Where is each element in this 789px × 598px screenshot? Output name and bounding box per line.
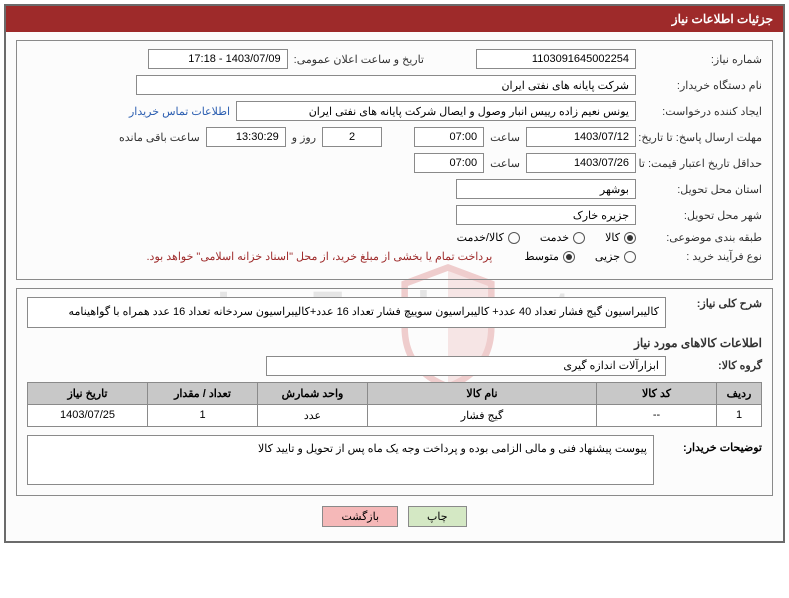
radio-medium[interactable]: [563, 251, 575, 263]
days-word: روز و: [292, 131, 316, 144]
validity-time-field: 07:00: [414, 153, 484, 173]
th-code: کد کالا: [597, 382, 717, 404]
td-code: --: [597, 404, 717, 426]
th-unit: واحد شمارش: [258, 382, 368, 404]
requester-label: ایجاد کننده درخواست:: [642, 105, 762, 118]
td-unit: عدد: [258, 404, 368, 426]
th-qty: تعداد / مقدار: [148, 382, 258, 404]
td-qty: 1: [148, 404, 258, 426]
radio-partial[interactable]: [624, 251, 636, 263]
category-label: طبقه بندی موضوعی:: [642, 231, 762, 244]
buyer-org-field: شرکت پایانه های نفتی ایران: [136, 75, 636, 95]
category-radio-group: کالا خدمت کالا/خدمت: [457, 231, 636, 244]
requester-field: یونس نعیم زاده رییس انبار وصول و ایصال ش…: [236, 101, 636, 121]
deadline-label: مهلت ارسال پاسخ: تا تاریخ:: [642, 131, 762, 144]
buyer-org-label: نام دستگاه خریدار:: [642, 79, 762, 92]
table-row: 1 -- گیج فشار عدد 1 1403/07/25: [28, 404, 762, 426]
button-row: چاپ بازگشت: [16, 506, 773, 527]
announce-label: تاریخ و ساعت اعلان عمومی:: [294, 53, 424, 66]
radio-both-label: کالا/خدمت: [457, 231, 504, 244]
goods-table: ردیف کد کالا نام کالا واحد شمارش تعداد /…: [27, 382, 762, 427]
announce-field: 1403/07/09 - 17:18: [148, 49, 288, 69]
td-row: 1: [717, 404, 762, 426]
radio-medium-label: متوسط: [524, 250, 559, 263]
radio-goods-label: کالا: [605, 231, 620, 244]
buyer-contact-link[interactable]: اطلاعات تماس خریدار: [129, 105, 230, 118]
province-label: استان محل تحویل:: [642, 183, 762, 196]
radio-goods[interactable]: [624, 232, 636, 244]
group-label: گروه کالا:: [672, 359, 762, 372]
remaining-word: ساعت باقی مانده: [119, 131, 200, 144]
time-label-1: ساعت: [490, 131, 520, 144]
deadline-time-field: 07:00: [414, 127, 484, 147]
process-radio-group: جزیی متوسط: [524, 250, 636, 263]
countdown-field: 13:30:29: [206, 127, 286, 147]
summary-text: کالیبراسیون گیج فشار تعداد 40 عدد+ کالیب…: [27, 297, 666, 328]
td-date: 1403/07/25: [28, 404, 148, 426]
province-field: بوشهر: [456, 179, 636, 199]
radio-service-label: خدمت: [540, 231, 569, 244]
city-label: شهر محل تحویل:: [642, 209, 762, 222]
print-button[interactable]: چاپ: [408, 506, 467, 527]
th-name: نام کالا: [368, 382, 597, 404]
need-no-field: 1103091645002254: [476, 49, 636, 69]
details-panel: جزئیات اطلاعات نیاز IranTender.net شماره…: [4, 4, 785, 543]
th-date: تاریخ نیاز: [28, 382, 148, 404]
buyer-note-label: توضیحات خریدار:: [662, 435, 762, 485]
city-field: جزیره خارک: [456, 205, 636, 225]
payment-note: پرداخت تمام یا بخشی از مبلغ خرید، از محل…: [147, 250, 493, 263]
validity-date-field: 1403/07/26: [526, 153, 636, 173]
process-label: نوع فرآیند خرید :: [642, 250, 762, 263]
time-label-2: ساعت: [490, 157, 520, 170]
buyer-note-text: پیوست پیشنهاد فنی و مالی الزامی بوده و پ…: [27, 435, 654, 485]
deadline-date-field: 1403/07/12: [526, 127, 636, 147]
validity-label: حداقل تاریخ اعتبار قیمت: تا تاریخ:: [642, 157, 762, 170]
radio-service[interactable]: [573, 232, 585, 244]
details-box: شرح کلی نیاز: کالیبراسیون گیج فشار تعداد…: [16, 288, 773, 496]
group-field: ابزارآلات اندازه گیری: [266, 356, 666, 376]
panel-title: جزئیات اطلاعات نیاز: [6, 6, 783, 32]
need-no-label: شماره نیاز:: [642, 53, 762, 66]
back-button[interactable]: بازگشت: [322, 506, 398, 527]
radio-both[interactable]: [508, 232, 520, 244]
td-name: گیج فشار: [368, 404, 597, 426]
summary-label: شرح کلی نیاز:: [672, 297, 762, 310]
th-row: ردیف: [717, 382, 762, 404]
radio-partial-label: جزیی: [595, 250, 620, 263]
goods-section-title: اطلاعات کالاهای مورد نیاز: [27, 336, 762, 350]
days-remaining-field: 2: [322, 127, 382, 147]
main-info-box: شماره نیاز: 1103091645002254 تاریخ و ساع…: [16, 40, 773, 280]
